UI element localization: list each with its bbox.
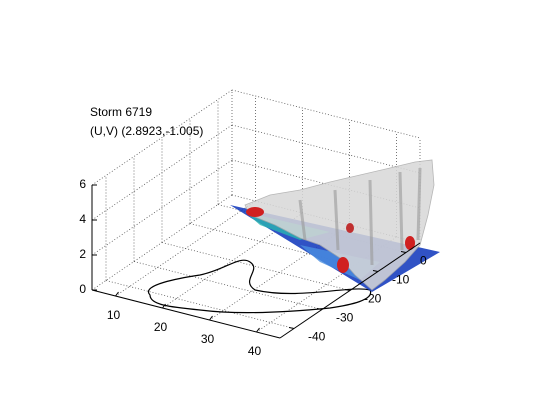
chart-title: Storm 6719 bbox=[90, 105, 152, 119]
storm-track bbox=[147, 259, 372, 314]
grid-line bbox=[256, 236, 397, 333]
y-tick-label: -40 bbox=[308, 330, 326, 344]
x-tick bbox=[162, 303, 166, 309]
axis-layer: 0 2 4 6 10 20 30 40 0 -10 -20 -30 -40 bbox=[79, 177, 427, 358]
x-tick bbox=[209, 315, 213, 321]
y-tick-label: -10 bbox=[392, 273, 410, 287]
isosurface-shading bbox=[298, 167, 422, 266]
grid-line bbox=[91, 124, 233, 221]
x-tick-label: 20 bbox=[154, 320, 168, 334]
z-tick-label: 4 bbox=[79, 212, 86, 226]
y-tick-label: -20 bbox=[364, 292, 382, 306]
y-tick-label: -30 bbox=[336, 311, 354, 325]
grid-line bbox=[91, 194, 233, 291]
grid-line bbox=[209, 224, 350, 321]
x-axis bbox=[91, 289, 281, 339]
x-tick bbox=[115, 291, 119, 297]
isosurface-red bbox=[337, 257, 349, 273]
z-tick-label: 0 bbox=[79, 282, 86, 296]
y-tick bbox=[372, 270, 379, 272]
isosurface-red bbox=[405, 236, 415, 250]
y-tick bbox=[344, 289, 351, 291]
grid-layer bbox=[91, 89, 421, 333]
grid-line bbox=[91, 159, 233, 256]
isosurface-red bbox=[346, 223, 354, 233]
isosurface bbox=[244, 159, 435, 291]
chart-subtitle: (U,V) (2.8923,-1.005) bbox=[90, 124, 203, 138]
y-tick-label: 0 bbox=[420, 254, 427, 268]
isosurface-red bbox=[246, 207, 264, 217]
x-tick-label: 10 bbox=[107, 308, 121, 322]
y-tick bbox=[316, 308, 323, 310]
grid-line bbox=[91, 89, 233, 186]
y-tick bbox=[288, 327, 295, 329]
z-tick-label: 2 bbox=[79, 247, 86, 261]
x-tick-label: 30 bbox=[201, 332, 215, 346]
x-tick bbox=[256, 327, 260, 333]
y-tick bbox=[400, 251, 407, 253]
z-tick-label: 6 bbox=[79, 177, 86, 191]
x-tick-label: 40 bbox=[248, 344, 262, 358]
